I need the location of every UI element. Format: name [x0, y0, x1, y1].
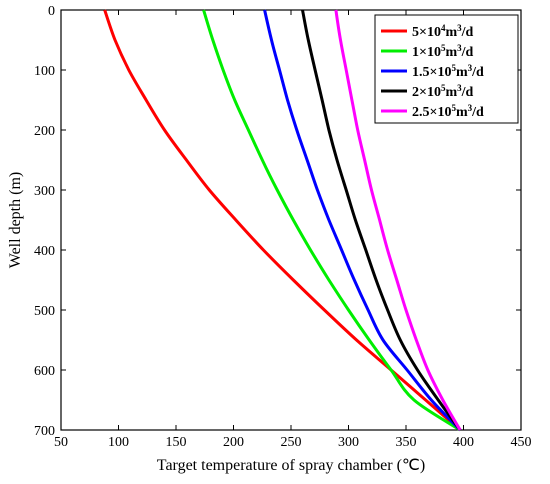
y-tick-label: 400 [34, 244, 55, 259]
legend-part: m [445, 45, 457, 60]
legend-part: /d [471, 65, 484, 80]
legend-part: /d [461, 45, 474, 60]
y-tick-label: 0 [48, 4, 55, 19]
y-axis-title: Well depth (m) [7, 172, 24, 268]
series-line-1 [103, 9, 462, 432]
legend-box [374, 14, 519, 124]
legend-label-1: 5×104m3/d [412, 23, 474, 40]
legend-part: m [445, 85, 457, 100]
legend-part: 1×10 [412, 45, 441, 60]
x-tick-label: 50 [54, 435, 68, 450]
ticks-layer: 50 100 150 200 250 300 350 400 45001002003004005… [34, 4, 532, 450]
legend-label-5: 2.5×105m3/d [412, 103, 484, 120]
legend-part: 5 [451, 63, 456, 73]
legend-part: 2×10 [412, 85, 441, 100]
series-line-2 [202, 9, 461, 432]
legend-label-2: 1×105m3/d [412, 43, 474, 60]
x-tick-label: 100 [108, 435, 129, 450]
legend-part: m [456, 105, 468, 120]
legend-part: 3 [457, 43, 462, 53]
y-tick-label: 200 [34, 124, 55, 139]
legend-label-4: 2×105m3/d [412, 83, 474, 100]
y-tick-label: 600 [34, 364, 55, 379]
legend-label-3: 1.5×105m3/d [412, 63, 484, 80]
legend-part: 1.5×10 [412, 65, 451, 80]
legend-part: 3 [457, 23, 462, 33]
series-line-3 [263, 9, 462, 432]
legend-part: 4 [441, 23, 446, 33]
x-tick-label: 250 [281, 435, 302, 450]
y-tick-label: 300 [34, 184, 55, 199]
legend-part: /d [471, 105, 484, 120]
legend-part: 5 [451, 103, 456, 113]
legend-part: /d [461, 85, 474, 100]
x-tick-label: 350 [396, 435, 417, 450]
x-tick-label: 450 [511, 435, 532, 450]
x-axis-title: Target temperature of spray chamber (℃) [157, 457, 425, 474]
legend-part: 3 [468, 103, 473, 113]
series-layer [103, 9, 462, 432]
y-tick-label: 700 [34, 424, 55, 439]
x-tick-label: 300 [338, 435, 359, 450]
legend-part: 3 [468, 63, 473, 73]
y-tick-label: 500 [34, 304, 55, 319]
legend: 5×104m3/d1×105m3/d1.5×105m3/d2×105m3/d2.… [374, 14, 519, 124]
x-tick-label: 150 [166, 435, 187, 450]
series-line-5 [334, 9, 462, 431]
legend-part: /d [461, 25, 474, 40]
legend-part: m [445, 25, 457, 40]
x-tick-label: 400 [453, 435, 474, 450]
legend-part: 5×10 [412, 25, 441, 40]
y-tick-label: 100 [34, 64, 55, 79]
series-line-4 [301, 9, 462, 431]
x-tick-label: 200 [223, 435, 244, 450]
legend-part: m [456, 65, 468, 80]
legend-part: 5 [441, 83, 446, 93]
legend-part: 3 [457, 83, 462, 93]
legend-part: 5 [441, 43, 446, 53]
legend-part: 2.5×10 [412, 105, 451, 120]
